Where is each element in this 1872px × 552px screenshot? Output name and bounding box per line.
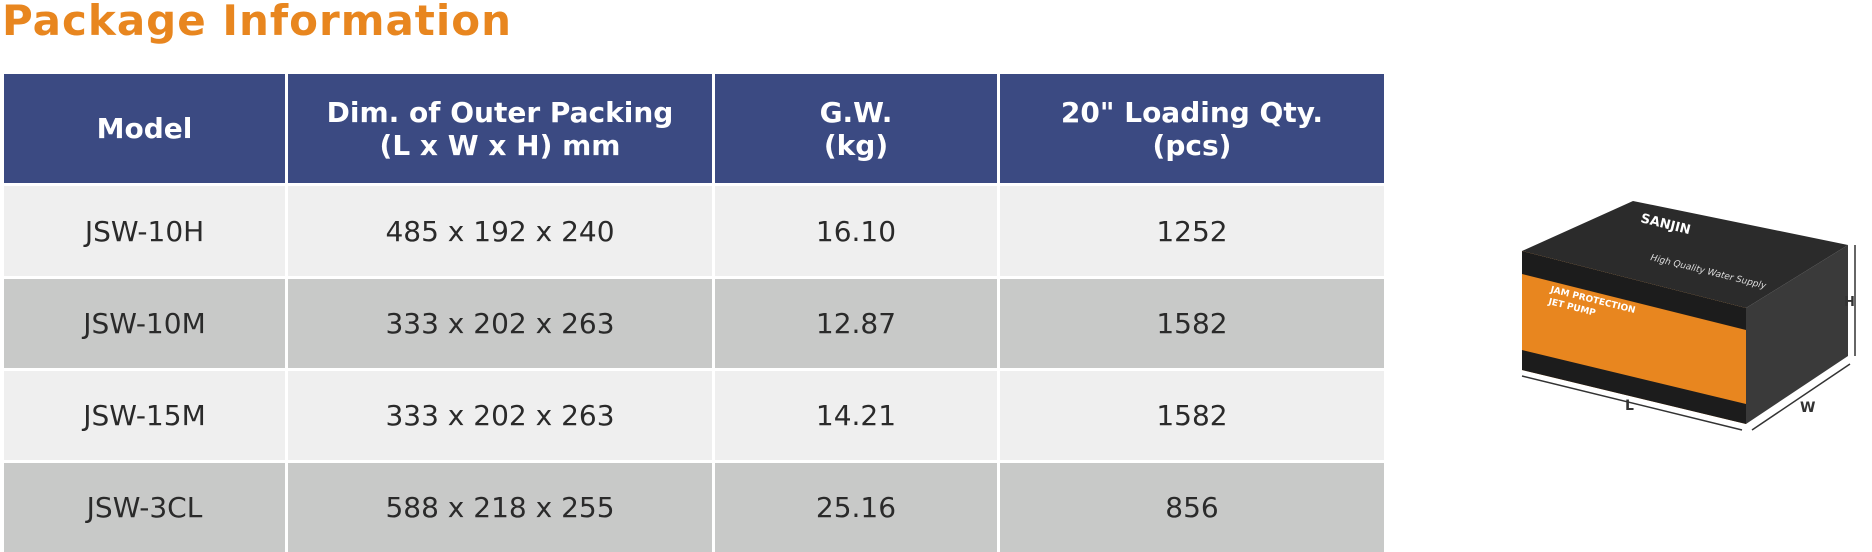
table-cell: 333 x 202 x 263 xyxy=(288,371,712,460)
box-top xyxy=(1522,201,1848,308)
dim-label: L xyxy=(1625,398,1634,414)
table-cell: JSW-10M xyxy=(4,279,285,368)
dim-label: W xyxy=(1800,400,1815,416)
table-cell: JSW-15M xyxy=(4,371,285,460)
table-cell: 16.10 xyxy=(715,186,997,276)
table-cell: 25.16 xyxy=(715,463,997,552)
table-cell: 485 x 192 x 240 xyxy=(288,186,712,276)
table-cell: 14.21 xyxy=(715,371,997,460)
table-cell: 12.87 xyxy=(715,279,997,368)
header-text: Dim. of Outer Packing xyxy=(326,95,674,129)
header-text: (pcs) xyxy=(1152,128,1232,162)
table-cell: 1252 xyxy=(1000,186,1384,276)
table-cell: 333 x 202 x 263 xyxy=(288,279,712,368)
header-text: 20" Loading Qty. xyxy=(1060,95,1324,129)
header-cell: Dim. of Outer Packing (L x W x H) mm xyxy=(288,74,712,183)
table-cell: 1582 xyxy=(1000,279,1384,368)
page-title: Package Information xyxy=(2,0,513,45)
header-text: (kg) xyxy=(823,128,889,162)
header-cell: G.W. (kg) xyxy=(715,74,997,183)
header-cell: 20" Loading Qty. (pcs) xyxy=(1000,74,1384,183)
table-cell: JSW-10H xyxy=(4,186,285,276)
table-cell: 1582 xyxy=(1000,371,1384,460)
dim-line xyxy=(1751,363,1851,431)
dim-line xyxy=(1521,375,1743,431)
dim-label: H xyxy=(1844,295,1855,310)
box-illustration: SANJIN High Quality Water Supply JAM PRO… xyxy=(1521,201,1856,431)
header-cell: Model xyxy=(4,74,285,183)
table-cell: 856 xyxy=(1000,463,1384,552)
table-cell: 588 x 218 x 255 xyxy=(288,463,712,552)
box-front-bottom xyxy=(1522,350,1746,424)
header-text: G.W. xyxy=(819,95,893,129)
box-side xyxy=(1746,245,1848,424)
header-text: (L x W x H) mm xyxy=(379,128,621,162)
package-table: Model Dim. of Outer Packing (L x W x H) mm… xyxy=(4,74,1384,552)
header-text: Model xyxy=(96,112,193,145)
box-front-band xyxy=(1522,251,1746,330)
table-cell: JSW-3CL xyxy=(4,463,285,552)
